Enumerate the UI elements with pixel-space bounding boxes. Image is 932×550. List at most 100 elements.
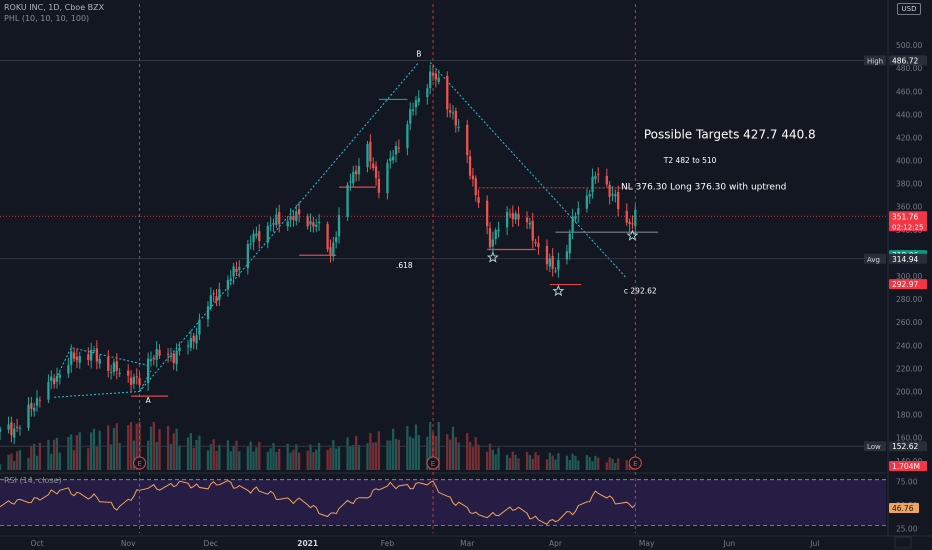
- candle-body: [497, 229, 500, 232]
- volume-bar: [488, 443, 492, 470]
- volume-bar: [317, 442, 321, 470]
- volume-bar: [15, 451, 19, 470]
- volume-bar: [366, 443, 369, 470]
- candle-body: [417, 98, 420, 103]
- volume-bar: [249, 441, 252, 470]
- volume-bar: [451, 426, 455, 470]
- price-label-box: [889, 55, 927, 66]
- time-tick-label: Nov: [121, 539, 136, 548]
- volume-bar: [212, 439, 215, 470]
- volume-bar: [52, 439, 56, 470]
- symbol-title: ROKU INC, 1D, Cboe BZX: [4, 3, 105, 12]
- time-tick-label: Dec: [204, 539, 219, 548]
- candle-body: [508, 214, 512, 216]
- volume-bar: [514, 454, 517, 470]
- earnings-marker[interactable]: [426, 456, 440, 470]
- volume-bar: [611, 458, 614, 470]
- time-tick-label: 2021: [297, 539, 318, 548]
- chart-annotation: NL 376.30 Long 376.30 with uptrend: [621, 182, 786, 192]
- volume-bar: [33, 443, 36, 470]
- candle-body: [13, 428, 16, 438]
- candle-body: [437, 77, 440, 82]
- price-label-sub: 02:12:25: [892, 223, 923, 231]
- chart-annotation: A: [146, 396, 152, 405]
- price-label-value: 292.97: [892, 280, 918, 289]
- price-tick-label: 260.00: [896, 318, 922, 327]
- time-tick-label: Oct: [31, 539, 44, 548]
- price-tick-label: 280.00: [896, 295, 922, 304]
- chart-annotation: Possible Targets 427.7 440.8: [644, 128, 816, 142]
- price-label-tag: [864, 55, 886, 66]
- volume-bar: [477, 444, 480, 470]
- candle-body: [397, 147, 400, 149]
- candle-body: [297, 209, 301, 215]
- earnings-marker[interactable]: [133, 456, 147, 470]
- volume-bar: [497, 447, 500, 470]
- volume-bar: [297, 452, 301, 470]
- volume-bar: [75, 435, 79, 470]
- candle-body: [315, 224, 318, 227]
- volume-bar: [471, 447, 475, 470]
- volume-bar: [166, 426, 170, 470]
- volume-bar: [27, 457, 30, 470]
- candle-body: [451, 112, 455, 114]
- candle-body: [209, 295, 212, 308]
- star-marker: [486, 251, 499, 263]
- currency-button[interactable]: USD: [897, 3, 921, 15]
- volume-bar: [354, 435, 358, 470]
- volume-bar: [628, 463, 631, 470]
- volume-bar: [352, 444, 355, 470]
- volume-bar: [426, 436, 429, 470]
- volume-bar: [531, 458, 534, 470]
- candle-body: [466, 124, 469, 155]
- candle-body: [628, 221, 631, 224]
- candle-body: [158, 349, 161, 356]
- candle-body: [374, 166, 378, 179]
- earnings-marker[interactable]: [628, 456, 642, 470]
- rsi-line: [0, 480, 636, 525]
- volume-bar: [132, 440, 136, 470]
- volume-bar: [528, 455, 532, 470]
- candle-body: [614, 194, 617, 197]
- volume-bar: [414, 424, 418, 470]
- candle-body: [369, 141, 372, 162]
- price-label-value: 152.62: [892, 442, 918, 451]
- candle-body: [488, 228, 492, 248]
- pattern-line: [53, 347, 152, 383]
- volume-bar: [78, 432, 81, 470]
- candle-body: [426, 88, 429, 98]
- candle-body: [594, 176, 597, 179]
- candle-body: [107, 356, 110, 372]
- settings-gear-icon[interactable]: [894, 536, 912, 549]
- candle-body: [477, 197, 480, 204]
- downtrend-line: [429, 62, 628, 279]
- volume-bar: [175, 428, 178, 470]
- candle-body: [471, 175, 475, 180]
- candle-body: [414, 100, 418, 108]
- volume-bar: [252, 451, 255, 470]
- volume-bar: [10, 453, 13, 470]
- candle-body: [394, 146, 398, 155]
- candle-body: [47, 381, 50, 400]
- candle-body: [617, 192, 620, 210]
- candle-body: [112, 362, 116, 372]
- rsi-tick-label: 25.00: [896, 524, 918, 533]
- volume-bar: [357, 444, 361, 470]
- price-tick-label: 380.00: [896, 180, 922, 189]
- volume-bar: [72, 450, 76, 470]
- volume-bar: [266, 451, 269, 470]
- price-label-tag: [864, 253, 886, 264]
- volume-bar: [109, 444, 113, 470]
- indicator-legend: PHL (10, 10, 10, 100): [4, 14, 90, 23]
- volume-bar: [548, 452, 551, 470]
- candle-body: [30, 403, 33, 409]
- volume-bar: [406, 426, 409, 470]
- candle-body: [27, 404, 30, 429]
- candle-body: [352, 171, 355, 184]
- volume-bar: [218, 444, 221, 470]
- price-tick-label: 300.00: [896, 272, 922, 281]
- time-tick-label: Apr: [549, 539, 563, 548]
- candle-body: [72, 352, 76, 359]
- candle-body: [7, 424, 10, 430]
